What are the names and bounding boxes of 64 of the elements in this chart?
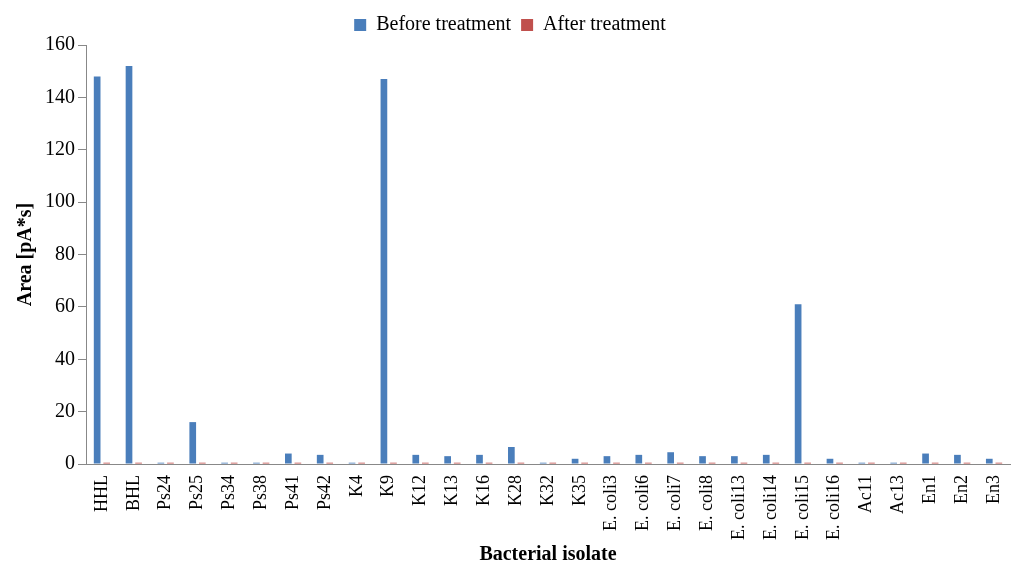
bar [444, 456, 451, 464]
y-axis-title: Area [pA*s] [13, 202, 37, 307]
bar [476, 454, 483, 464]
x-tick-label: HHL [90, 475, 111, 513]
legend-label: Before treatment [376, 12, 512, 35]
x-tick-label: En2 [950, 475, 971, 505]
bar [794, 304, 802, 464]
bar [380, 79, 388, 464]
x-tick-label: Ps41 [281, 475, 302, 511]
bar [571, 458, 579, 464]
bar [603, 456, 611, 464]
x-tick-label: Ps42 [313, 475, 334, 511]
x-tick-label: K16 [473, 475, 494, 507]
y-tick-label: 80 [55, 241, 75, 264]
x-tick-label: K28 [504, 475, 525, 507]
bar [189, 422, 197, 464]
x-tick-label: BHL [122, 475, 143, 512]
x-tick-label: Ps34 [218, 475, 239, 511]
x-tick-label: En1 [919, 475, 940, 505]
bar [731, 456, 738, 464]
x-tick-label: E. coli16 [823, 475, 844, 541]
x-tick-label: K9 [377, 475, 398, 498]
y-tick-label: 40 [55, 346, 75, 369]
x-tick-label: Ac11 [855, 475, 876, 514]
x-tick-label: K32 [536, 475, 557, 507]
bar [667, 452, 675, 464]
y-tick-label: 20 [55, 398, 75, 421]
legend-label: After treatment [543, 12, 667, 35]
bar [412, 454, 420, 464]
bar [125, 65, 133, 464]
y-tick-label: 100 [45, 189, 75, 212]
x-tick-label: E. coli13 [727, 475, 748, 541]
bar [508, 446, 515, 464]
x-tick-label: E. coli8 [696, 475, 717, 532]
x-tick-label: E. coli14 [759, 475, 780, 541]
bar [954, 454, 961, 464]
bar [762, 454, 770, 464]
bar [635, 454, 643, 464]
x-tick-label: E. coli15 [791, 475, 812, 541]
x-tick-label: Ps24 [154, 475, 175, 511]
x-tick-label: Ps25 [186, 475, 207, 511]
x-axis-title: Bacterial isolate [479, 542, 617, 565]
bar [826, 458, 834, 464]
x-tick-label: E. coli3 [600, 475, 621, 532]
y-tick-label: 140 [45, 84, 75, 107]
y-tick-label: 60 [55, 294, 75, 317]
bar [699, 456, 706, 464]
x-tick-label: E. coli6 [632, 475, 653, 532]
bar [284, 453, 292, 464]
x-tick-label: K4 [345, 475, 366, 498]
y-tick-label: 120 [45, 137, 75, 159]
y-tick-label: 0 [65, 451, 75, 474]
x-tick-label: Ac13 [887, 475, 908, 515]
bar [316, 454, 324, 464]
x-tick-label: En3 [982, 475, 1003, 505]
x-tick-label: E. coli7 [664, 475, 685, 532]
bar [93, 76, 101, 464]
x-tick-label: K35 [568, 475, 589, 507]
bar [922, 453, 929, 464]
x-tick-label: K13 [441, 475, 462, 507]
y-tick-label: 160 [45, 32, 75, 55]
bar [985, 458, 993, 464]
x-tick-label: Ps38 [249, 475, 270, 511]
x-tick-label: K12 [409, 475, 430, 507]
